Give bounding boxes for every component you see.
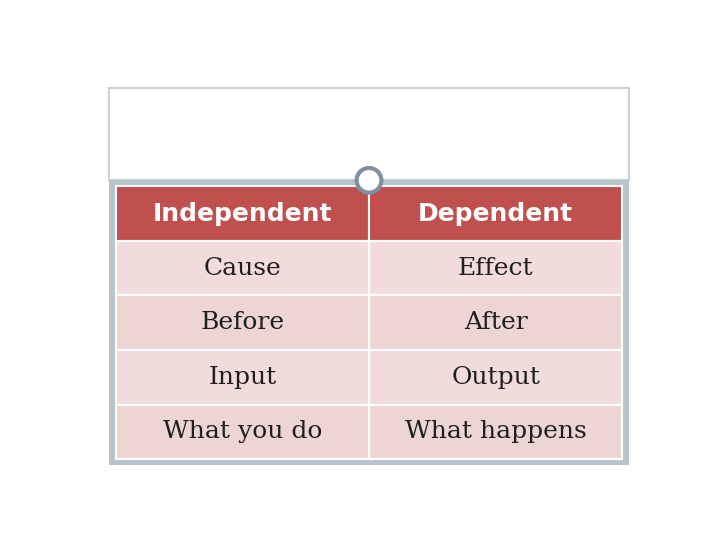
- Bar: [369, 404, 622, 459]
- Circle shape: [356, 168, 382, 193]
- Bar: [369, 295, 622, 350]
- Text: What happens: What happens: [405, 420, 587, 443]
- Text: After: After: [464, 311, 528, 334]
- Text: Dependent: Dependent: [418, 202, 573, 226]
- Bar: [369, 350, 622, 404]
- Text: Cause: Cause: [204, 256, 282, 280]
- Bar: [116, 241, 369, 295]
- Bar: [116, 186, 369, 241]
- Text: Input: Input: [208, 366, 276, 389]
- Text: Before: Before: [200, 311, 284, 334]
- Text: Independent: Independent: [153, 202, 332, 226]
- Bar: [116, 404, 369, 459]
- Text: Output: Output: [451, 366, 540, 389]
- Bar: [116, 295, 369, 350]
- Text: What you do: What you do: [163, 420, 322, 443]
- Bar: [369, 241, 622, 295]
- Bar: [109, 180, 629, 465]
- Bar: [109, 88, 629, 180]
- Bar: [369, 186, 622, 241]
- Text: Effect: Effect: [458, 256, 534, 280]
- Bar: [116, 350, 369, 404]
